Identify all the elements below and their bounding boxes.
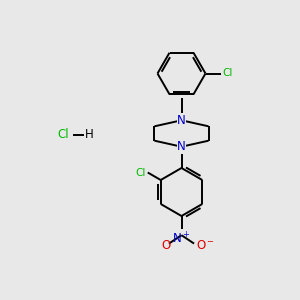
- Text: Cl: Cl: [135, 167, 145, 178]
- Text: $\mathsf{N^+}$: $\mathsf{N^+}$: [172, 231, 191, 246]
- Text: $\mathsf{O^-}$: $\mathsf{O^-}$: [196, 239, 214, 252]
- Text: Cl: Cl: [223, 68, 233, 79]
- Text: H: H: [85, 128, 94, 142]
- Text: N: N: [177, 114, 186, 127]
- Text: Cl: Cl: [57, 128, 69, 142]
- Text: N: N: [177, 140, 186, 153]
- Text: O: O: [161, 239, 170, 252]
